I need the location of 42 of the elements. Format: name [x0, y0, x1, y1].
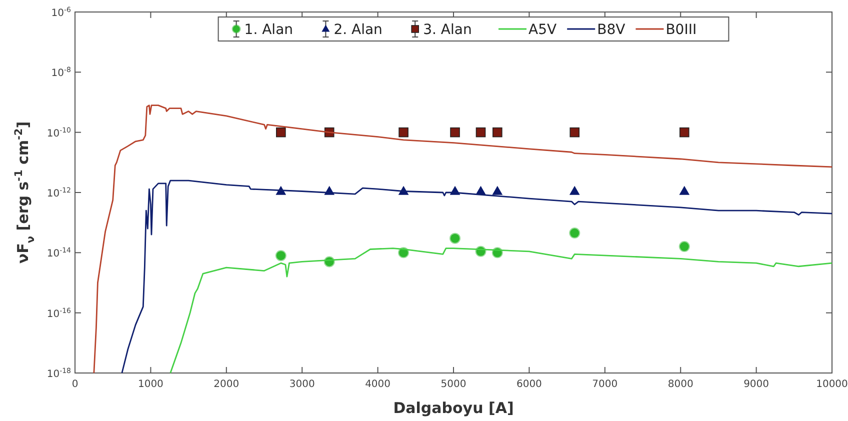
y-tick-label: 10$^{-8}$ [51, 66, 71, 80]
point [276, 127, 286, 138]
point [679, 127, 690, 138]
x-tick-label: 0 [72, 379, 78, 390]
x-tick-label: 7000 [592, 379, 618, 390]
legend-label: 3. Alan [423, 22, 472, 38]
point [570, 127, 580, 138]
y-tick-label: 10$^{-6}$ [51, 6, 72, 19]
point [492, 127, 502, 138]
x-axis-title: Dalgaboyu [A] [393, 399, 514, 417]
x-tick-label: 2000 [214, 379, 240, 390]
line-series [121, 180, 833, 374]
y-tick-label: 10$^{-16}$ [46, 306, 72, 320]
x-tick-label: 10000 [816, 379, 848, 390]
point [275, 250, 286, 262]
legend-label: 2. Alan [334, 22, 382, 38]
point [569, 186, 580, 195]
point [450, 127, 460, 138]
point [450, 232, 461, 244]
point [678, 241, 690, 252]
point [476, 127, 486, 138]
x-tick-label: 6000 [516, 379, 542, 390]
x-tick-label: 5000 [440, 379, 466, 390]
x-tick-label: 4000 [365, 379, 391, 390]
y-tick-label: 10$^{-18}$ [46, 367, 71, 380]
legend-label: B8V [597, 22, 626, 38]
line-series [93, 104, 833, 374]
point [679, 186, 690, 195]
point [569, 228, 580, 239]
x-tick-label: 9000 [744, 379, 770, 390]
y-tick-label: 10$^{-12}$ [46, 186, 71, 200]
legend-label: B0III [666, 22, 697, 38]
legend-label: 1. Alan [244, 22, 294, 38]
x-tick-label: 1000 [138, 379, 164, 390]
y-tick-label: 10$^{-10}$ [46, 126, 71, 140]
point [492, 186, 503, 195]
legend-label: A5V [528, 22, 557, 38]
line-series [170, 248, 833, 374]
point [398, 127, 408, 138]
y-tick-label: 10$^{-14}$ [46, 246, 72, 260]
x-tick-label: 8000 [668, 379, 694, 390]
x-tick-label: 3000 [289, 379, 315, 390]
